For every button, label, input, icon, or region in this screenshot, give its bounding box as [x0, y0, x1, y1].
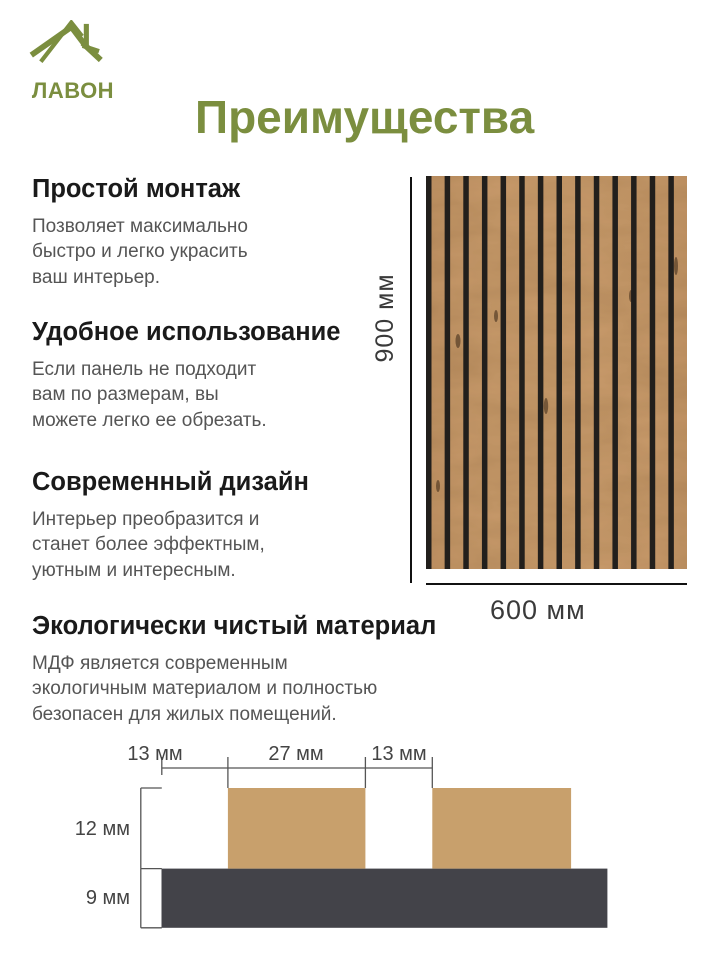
svg-text:9 мм: 9 мм — [86, 887, 130, 909]
svg-text:13 мм: 13 мм — [371, 743, 426, 765]
svg-text:12 мм: 12 мм — [75, 818, 130, 840]
svg-text:13 мм: 13 мм — [127, 743, 182, 765]
svg-text:27 мм: 27 мм — [268, 743, 323, 765]
